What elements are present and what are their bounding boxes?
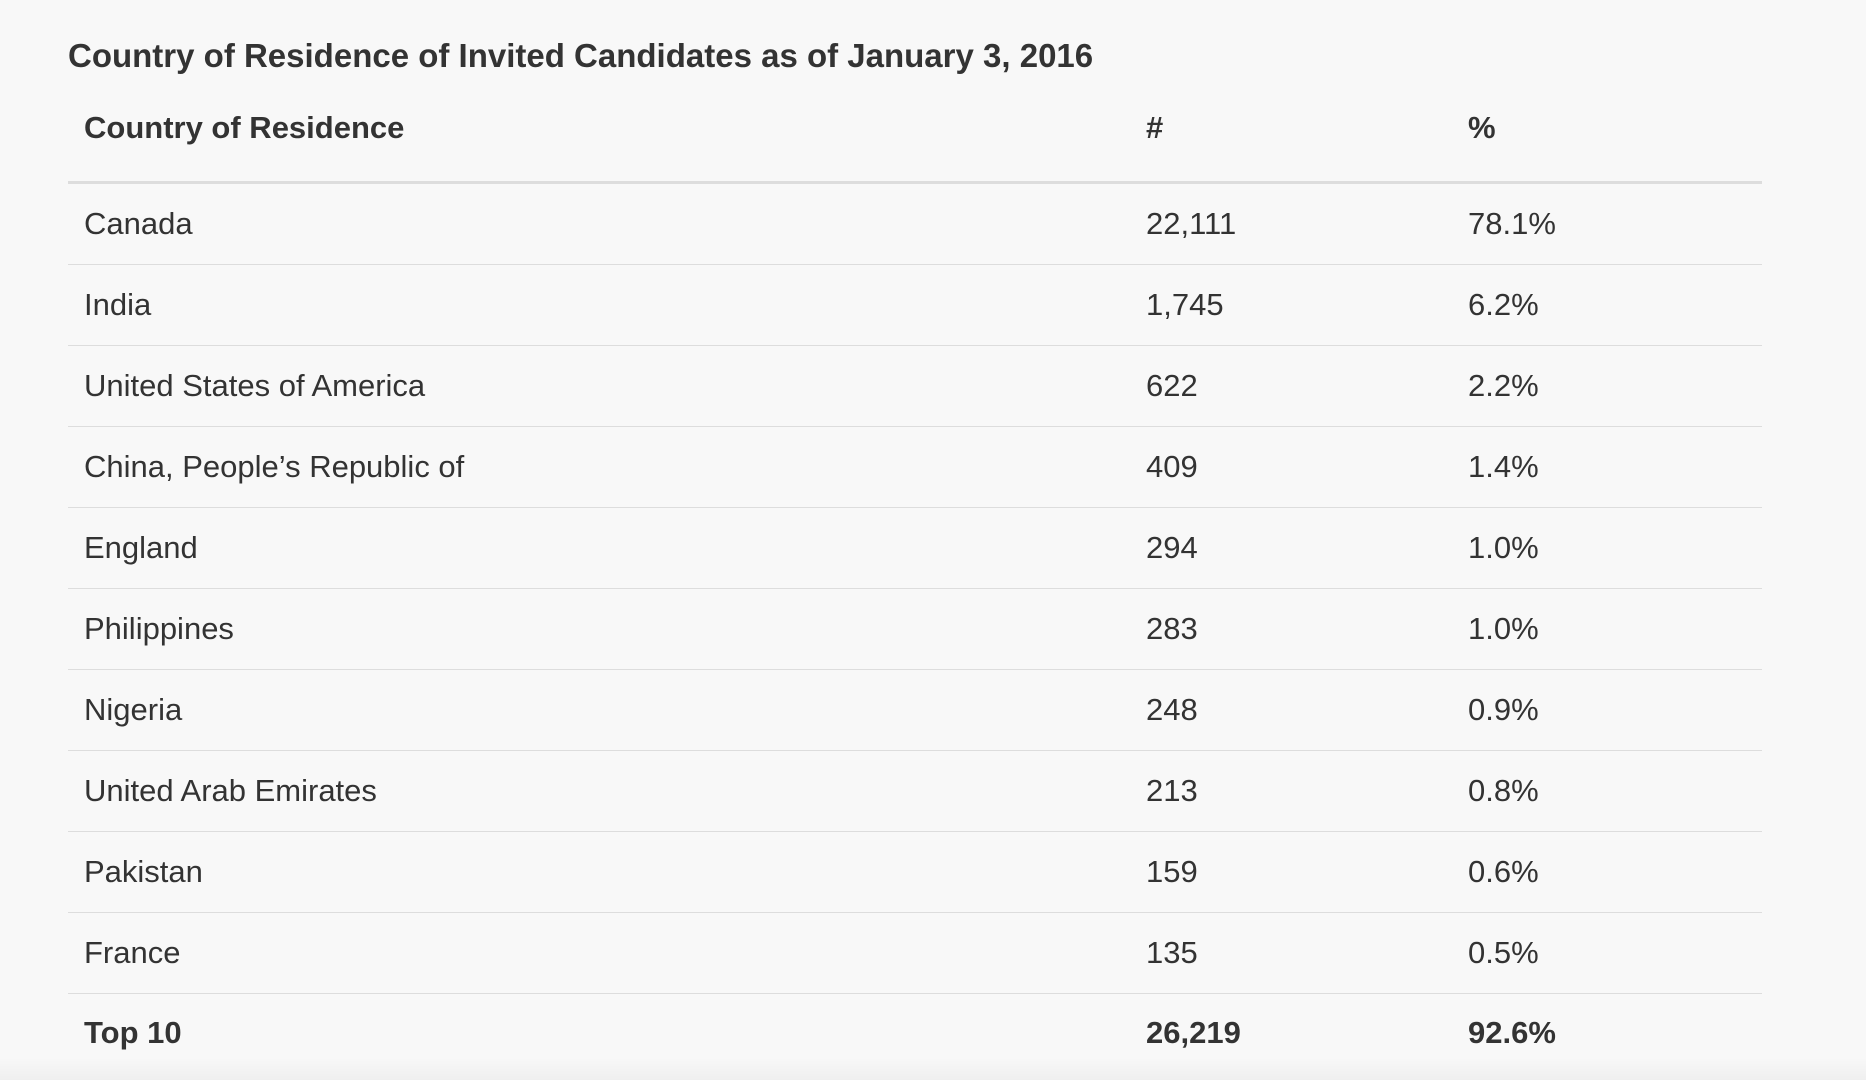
cell-country: France <box>68 912 1130 994</box>
header-count: # <box>1130 108 1452 184</box>
cell-count: 159 <box>1130 831 1452 913</box>
cell-count: 1,745 <box>1130 264 1452 346</box>
cell-count: 248 <box>1130 669 1452 751</box>
cell-count: 213 <box>1130 750 1452 832</box>
table-row: Nigeria 248 0.9% <box>68 669 1762 751</box>
cell-count: 283 <box>1130 588 1452 670</box>
table-row: India 1,745 6.2% <box>68 264 1762 346</box>
header-percent: % <box>1452 108 1762 184</box>
cell-count: 409 <box>1130 426 1452 508</box>
cell-country: Pakistan <box>68 831 1130 913</box>
table-row: United Arab Emirates 213 0.8% <box>68 750 1762 832</box>
cell-percent: 1.4% <box>1452 426 1762 508</box>
table-row: Canada 22,111 78.1% <box>68 182 1762 265</box>
cell-count: 294 <box>1130 507 1452 589</box>
cell-country: India <box>68 264 1130 346</box>
cell-country: Nigeria <box>68 669 1130 751</box>
header-country: Country of Residence <box>68 108 1130 184</box>
cell-country: United States of America <box>68 345 1130 427</box>
table-body: Canada 22,111 78.1% India 1,745 6.2% Uni… <box>68 182 1762 1072</box>
total-percent: 92.6% <box>1468 1014 1556 1050</box>
cell-country: China, People’s Republic of <box>68 426 1130 508</box>
table-row: United States of America 622 2.2% <box>68 345 1762 427</box>
cell-percent: 1.0% <box>1452 507 1762 589</box>
total-count: 26,219 <box>1146 1014 1241 1050</box>
cell-count: 622 <box>1130 345 1452 427</box>
table-row: England 294 1.0% <box>68 507 1762 589</box>
total-row: Top 10 26,219 92.6% <box>68 993 1762 1072</box>
cell-percent: 6.2% <box>1452 264 1762 346</box>
table-header: Country of Residence # % <box>68 108 1762 184</box>
table-row: Pakistan 159 0.6% <box>68 831 1762 913</box>
cell-count: 22,111 <box>1130 182 1452 265</box>
table-row: France 135 0.5% <box>68 912 1762 994</box>
cell-percent: 0.6% <box>1452 831 1762 913</box>
cell-percent: 78.1% <box>1452 182 1762 265</box>
cell-percent: 2.2% <box>1452 345 1762 427</box>
cell-percent: 0.8% <box>1452 750 1762 832</box>
cell-percent: 0.5% <box>1452 912 1762 994</box>
cell-count: 135 <box>1130 912 1452 994</box>
cell-country: United Arab Emirates <box>68 750 1130 832</box>
table-row: China, People’s Republic of 409 1.4% <box>68 426 1762 508</box>
residence-table: Country of Residence # % Canada 22,111 7… <box>68 108 1762 1072</box>
table-title: Country of Residence of Invited Candidat… <box>68 37 1094 74</box>
cell-percent: 1.0% <box>1452 588 1762 670</box>
cell-country: England <box>68 507 1130 589</box>
cell-country: Philippines <box>68 588 1130 670</box>
cell-country: Canada <box>68 182 1130 265</box>
header-row: Country of Residence # % <box>68 108 1762 184</box>
table-row: Philippines 283 1.0% <box>68 588 1762 670</box>
cell-percent: 0.9% <box>1452 669 1762 751</box>
total-label: Top 10 <box>84 1014 182 1050</box>
